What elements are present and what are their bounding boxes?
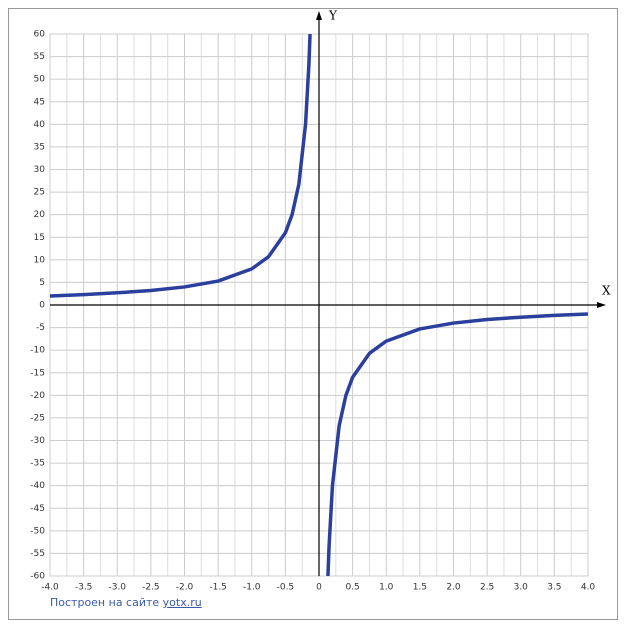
curve (49, 33, 589, 577)
y-tick-label: -45 (30, 504, 45, 514)
x-tick-label: 3.5 (547, 583, 561, 593)
x-tick-label: -1.0 (243, 583, 261, 593)
y-tick-label: 45 (34, 97, 45, 107)
x-tick-label: 1.0 (379, 583, 394, 593)
y-tick-label: 30 (34, 165, 46, 175)
y-tick-label: 5 (39, 278, 45, 288)
footer-link[interactable]: yotx.ru (162, 596, 202, 609)
x-tick-label: 0.5 (345, 583, 359, 593)
x-tick-label: -3.5 (75, 583, 93, 593)
y-tick-label: -30 (30, 436, 45, 446)
y-tick-label: -35 (30, 459, 45, 469)
x-tick-label: -4.0 (41, 583, 59, 593)
y-tick-label: 40 (34, 120, 46, 130)
y-tick-label: 15 (34, 233, 45, 243)
x-tick-label: 4.0 (581, 583, 596, 593)
y-axis-label: Y (328, 9, 338, 23)
x-axis-label: X (602, 284, 611, 298)
x-tick-label: -3.0 (108, 583, 126, 593)
y-tick-label: -5 (36, 323, 45, 333)
y-tick-label: 0 (39, 301, 45, 311)
y-tick-label: 60 (34, 30, 46, 40)
footer: Построен на сайте yotx.ru (50, 596, 202, 609)
x-tick-label: 3.0 (514, 583, 529, 593)
y-tick-label: -10 (30, 346, 45, 356)
x-tick-label: 0 (316, 583, 322, 593)
x-axis-arrow (597, 302, 606, 308)
y-tick-label: 50 (34, 75, 46, 85)
y-tick-label: -20 (30, 391, 45, 401)
y-tick-label: 55 (34, 52, 45, 62)
x-tick-label: 1.5 (413, 583, 427, 593)
y-axis-arrow (316, 11, 322, 20)
y-tick-label: -40 (30, 481, 45, 491)
y-tick-label: 20 (34, 210, 46, 220)
y-tick-label: -50 (30, 526, 45, 536)
y-tick-label: -25 (30, 413, 45, 423)
y-tick-label: 35 (34, 142, 45, 152)
footer-text: Построен на сайте (50, 596, 163, 609)
x-tick-label: -0.5 (277, 583, 295, 593)
y-tick-label: -60 (30, 572, 45, 582)
x-tick-label: -2.0 (176, 583, 194, 593)
x-tick-label: -1.5 (209, 583, 227, 593)
x-tick-label: -2.5 (142, 583, 160, 593)
x-tick-label: 2.0 (446, 583, 461, 593)
y-tick-label: -55 (30, 549, 45, 559)
y-tick-label: 25 (34, 188, 45, 198)
y-tick-label: 10 (34, 255, 46, 265)
x-tick-label: 2.5 (480, 583, 494, 593)
y-tick-label: -15 (30, 368, 45, 378)
frame (8, 8, 618, 620)
